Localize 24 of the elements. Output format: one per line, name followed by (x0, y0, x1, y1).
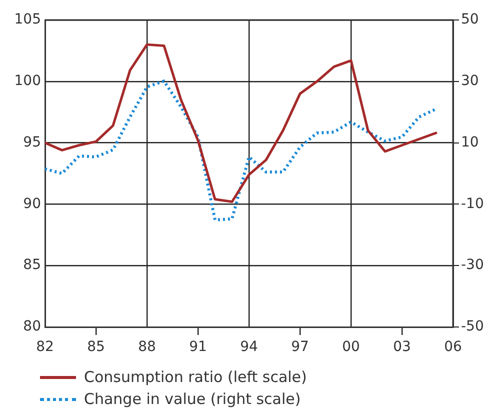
y-tick-label: 105 (14, 12, 41, 28)
x-tick-label: 94 (240, 339, 258, 356)
line-series (45, 80, 438, 222)
y2-tick-label: 30 (461, 73, 479, 90)
y2-tick-label: 10 (461, 134, 479, 150)
y2-tick-label: -10 (461, 196, 484, 212)
x-tick-label: 00 (342, 339, 360, 356)
x-tick-label: 85 (87, 339, 105, 356)
y-tick-label: 100 (14, 73, 41, 90)
x-tick-label: 06 (444, 339, 462, 356)
y-tick-label: 95 (23, 134, 41, 150)
y2-tick-label: -30 (461, 257, 484, 274)
legend-label: Change in value (right scale) (84, 390, 301, 408)
y-tick-label: 85 (23, 257, 41, 274)
y-tick-label: 80 (23, 318, 41, 335)
x-tick-label: 82 (36, 339, 54, 356)
y-tick-label: 90 (23, 196, 41, 212)
y2-tick-label: 50 (461, 12, 479, 28)
legend-label: Consumption ratio (left scale) (84, 368, 307, 386)
x-tick-label: 97 (291, 339, 309, 356)
x-tick-label: 91 (189, 339, 207, 356)
x-tick-label: 03 (393, 339, 411, 356)
x-tick-label: 88 (138, 339, 156, 356)
y2-tick-label: -50 (461, 318, 484, 335)
